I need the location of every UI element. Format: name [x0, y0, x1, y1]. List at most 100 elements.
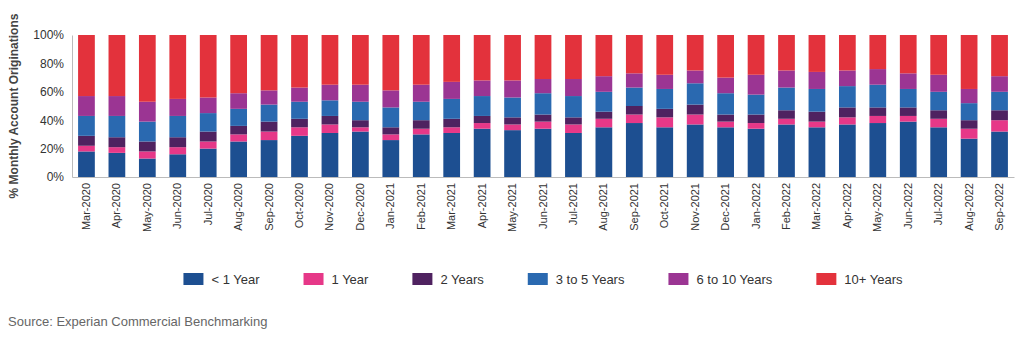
bar [687, 83, 704, 104]
legend-item: < 1 Year [183, 272, 260, 287]
bar [382, 127, 399, 134]
bar [261, 140, 278, 177]
x-tick-label: Sep-2021 [628, 183, 640, 231]
bar [748, 123, 765, 129]
bar [139, 151, 156, 158]
bar [291, 102, 308, 119]
bar [230, 109, 247, 126]
bar [139, 159, 156, 177]
bar [261, 105, 278, 122]
bar [656, 35, 673, 75]
x-tick: Mar-2021 [445, 177, 457, 230]
bar [413, 35, 430, 85]
bar [109, 153, 126, 177]
x-tick-label: Jul-2021 [567, 183, 579, 225]
bar [626, 73, 643, 87]
bar [626, 88, 643, 106]
y-axis: 0%20%40%60%80%100% [33, 28, 72, 184]
bar [230, 126, 247, 135]
bar [169, 137, 186, 147]
y-tick: 0% [47, 170, 72, 184]
x-tick-label: Apr-2020 [110, 183, 122, 228]
x-tick-label: May-2022 [871, 183, 883, 232]
bar [474, 123, 491, 129]
legend-swatch [816, 273, 836, 285]
bar [352, 120, 369, 127]
bar [261, 122, 278, 132]
x-tick-label: Nov-2021 [689, 183, 701, 231]
x-tick: Apr-2022 [841, 177, 853, 228]
x-tick-label: May-2020 [141, 183, 153, 232]
bar [839, 117, 856, 124]
bar [626, 115, 643, 124]
bar [687, 71, 704, 84]
bar [778, 71, 795, 88]
bar [504, 117, 521, 124]
bar [869, 123, 886, 177]
bar [535, 93, 552, 114]
bar [930, 92, 947, 110]
bar [717, 35, 734, 78]
y-tick: 40% [40, 114, 72, 128]
x-tick: Jun-2022 [902, 177, 914, 229]
x-tick-label: Sep-2022 [993, 183, 1005, 231]
bar [322, 100, 339, 116]
bar [900, 107, 917, 116]
bar [565, 79, 582, 96]
bar [109, 35, 126, 96]
x-tick: Mar-2020 [80, 177, 92, 230]
bar [565, 35, 582, 79]
x-tick: Dec-2021 [719, 177, 731, 231]
bar [535, 115, 552, 122]
bar [322, 85, 339, 101]
x-tick: Apr-2020 [110, 177, 122, 228]
bar [991, 132, 1008, 177]
legend-swatch [668, 273, 688, 285]
bar [748, 115, 765, 124]
x-tick: Jan-2021 [384, 177, 396, 229]
bar [169, 154, 186, 177]
bar [809, 72, 826, 89]
bar [687, 124, 704, 177]
x-tick-label: Dec-2021 [719, 183, 731, 231]
x-tick: Jul-2022 [932, 177, 944, 225]
bar [109, 116, 126, 137]
bar [961, 120, 978, 129]
legend-item: 3 to 5 Years [528, 272, 625, 287]
bar [869, 69, 886, 85]
x-tick-label: Oct-2020 [293, 183, 305, 228]
x-tick: Sep-2022 [993, 177, 1005, 231]
y-tick-label: 20% [40, 142, 64, 156]
bar [626, 35, 643, 73]
bar [930, 110, 947, 119]
bar [626, 123, 643, 177]
x-tick: Jan-2022 [750, 177, 762, 229]
bar [991, 76, 1008, 92]
bar [869, 35, 886, 69]
bar [869, 107, 886, 116]
bar [839, 124, 856, 177]
bar [109, 147, 126, 153]
y-axis-line [72, 36, 73, 178]
bar [443, 99, 460, 119]
legend-swatch [183, 273, 203, 285]
bar [169, 147, 186, 154]
bar [717, 122, 734, 128]
bar [413, 85, 430, 102]
bar [382, 140, 399, 177]
y-tick-label: 40% [40, 114, 64, 128]
bar [596, 127, 613, 177]
bar [78, 151, 95, 177]
bar [596, 92, 613, 112]
bar [382, 35, 399, 90]
legend-item: 6 to 10 Years [668, 272, 772, 287]
bar [139, 102, 156, 122]
x-tick: Aug-2021 [597, 177, 609, 231]
bar [474, 80, 491, 96]
x-tick-label: Sep-2020 [263, 183, 275, 231]
bars [78, 35, 1008, 177]
bar [504, 130, 521, 177]
bar [504, 80, 521, 97]
bar [900, 73, 917, 89]
bar [352, 35, 369, 85]
